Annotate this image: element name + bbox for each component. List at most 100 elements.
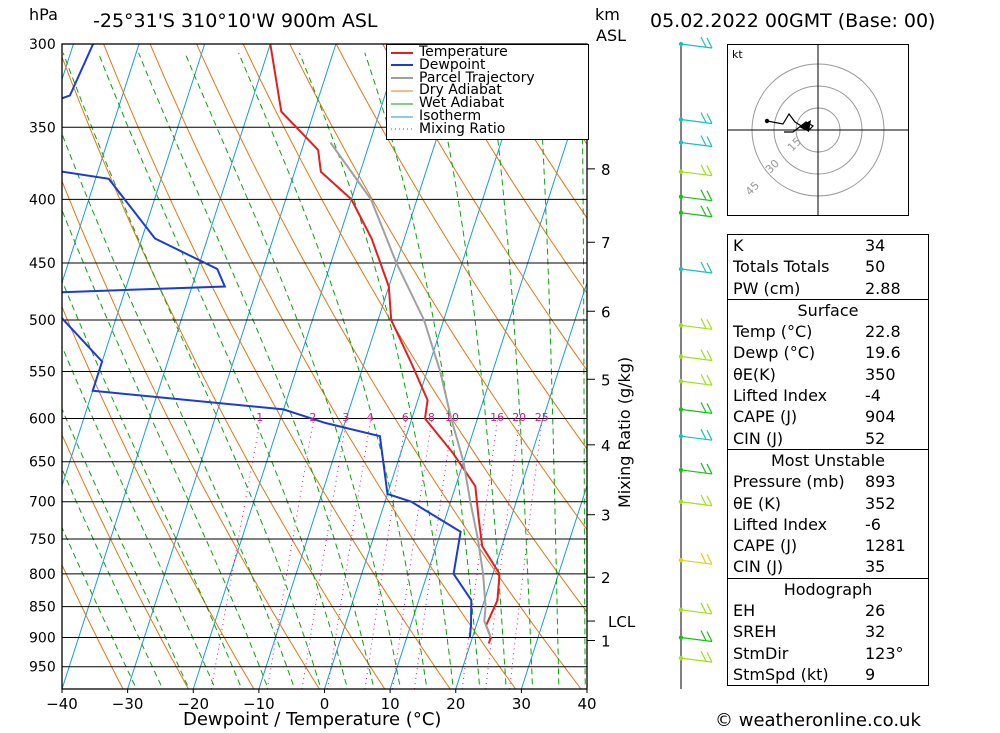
parcel-trajectory-line: [329, 141, 492, 638]
wind-barb-feather: [706, 374, 713, 386]
wind-barb-dot: [678, 499, 684, 504]
pressure-tick-label: 800: [29, 567, 56, 583]
wind-barb-shaft: [680, 435, 713, 441]
dewpoint-line: [62, 44, 473, 638]
dry-adiabat-line: [103, 44, 451, 689]
mixing-ratio-label: 25: [535, 411, 549, 424]
dry-adiabat-line: [62, 179, 320, 689]
legend-swatch: [391, 103, 413, 105]
wet-adiabat-line: [62, 407, 190, 689]
wind-barb-dot: [678, 433, 684, 439]
wind-barb-feather: [700, 552, 707, 564]
wind-barb: [678, 164, 713, 177]
isotherm-line: [258, 44, 468, 689]
wind-barb-feather: [706, 319, 713, 330]
surface-label: CAPE (J): [733, 407, 798, 427]
wind-barb-feather: [700, 494, 707, 506]
wind-barb-dot: [678, 210, 684, 215]
mixing-ratio-line: [509, 418, 543, 689]
wind-barb-dot: [678, 323, 684, 328]
km-tick-label: 3: [601, 507, 611, 525]
legend-label: Dry Adiabat: [419, 82, 502, 99]
wet-adiabat-line: [581, 52, 586, 689]
wind-barb: [678, 494, 713, 507]
wind-barb-feather: [700, 164, 707, 175]
mu-label: θE (K): [733, 493, 781, 513]
legend-swatch: [391, 64, 413, 67]
wind-barb-feather: [700, 402, 707, 413]
mixing-ratio-label: 1: [256, 411, 263, 424]
wet-adiabat-line: [364, 52, 481, 689]
mu-value: 1281: [865, 536, 906, 556]
km-tick-label: 7: [601, 234, 611, 252]
dry-adiabat-line: [62, 55, 386, 689]
surface-title: Surface: [797, 300, 859, 320]
wind-barb-dot: [678, 266, 684, 272]
km-tick-label: 8: [601, 161, 611, 179]
pressure-tick-label: 850: [29, 600, 56, 616]
mixing-ratio-label: 10: [445, 411, 459, 424]
lcl-label: LCL: [608, 613, 636, 631]
wind-barb-feather: [700, 205, 707, 217]
wind-barb: [678, 261, 713, 274]
wind-barb-shaft: [680, 501, 713, 507]
plot-frame: [61, 43, 588, 690]
mu-label: CAPE (J): [733, 536, 798, 556]
index-label: PW (cm): [733, 278, 801, 298]
index-value: 50: [865, 257, 886, 277]
mixing-ratio-label: 6: [402, 411, 409, 424]
wet-adiabat-line: [62, 468, 164, 689]
wind-barb-shaft: [680, 355, 713, 362]
wind-barb-feather: [706, 350, 713, 361]
pressure-tick-label: 600: [29, 411, 56, 427]
wet-adiabat-line: [184, 52, 402, 689]
index-label: K: [733, 236, 744, 255]
mixing-ratio-label: 4: [367, 411, 374, 424]
pressure-tick-label: 500: [29, 313, 56, 329]
indices-table: K 34 Totals Totals 50 PW (cm) 2.88 Surface …: [727, 234, 929, 687]
index-value: 2.88: [865, 278, 901, 298]
wind-barb: [678, 650, 713, 663]
wind-barb-feather: [700, 462, 707, 474]
temperature-line: [269, 44, 501, 644]
wind-barb-feather: [706, 463, 713, 475]
wet-adiabat-line: [62, 208, 269, 689]
mixing-ratio-label: 2: [309, 411, 316, 424]
km-tick-label: 6: [601, 303, 611, 321]
pressure-tick-label: 300: [29, 37, 56, 53]
x-tick-label: −20: [177, 695, 209, 713]
legend-label: Wet Adiabat: [419, 95, 505, 112]
location-title: -25°31'S 310°10'W 900m ASL: [93, 10, 378, 32]
wet-adiabat-line: [62, 132, 296, 689]
wind-barb-dot: [678, 558, 684, 563]
wind-barb-feather: [706, 495, 713, 507]
copyright-text[interactable]: © weatheronline.co.uk: [715, 710, 921, 731]
mu-value: 893: [865, 472, 896, 492]
km-tick-label: 5: [601, 371, 611, 389]
x-tick-label: 10: [381, 695, 400, 713]
isotherm-line: [62, 44, 271, 689]
wind-barb-feather: [706, 651, 713, 663]
mixing-ratio-label: 20: [512, 411, 526, 424]
index-value: 34: [865, 236, 886, 255]
isotherm-line: [192, 44, 403, 689]
wet-adiabat-line: [62, 52, 322, 689]
wind-barb-feather: [700, 261, 707, 273]
hodo-value: 123°: [865, 643, 904, 663]
storm-motion-marker: [799, 120, 811, 132]
wind-barb: [678, 318, 713, 330]
surface-label: Lifted Index: [733, 386, 828, 406]
mu-label: CIN (J): [733, 557, 784, 577]
wind-barb: [678, 135, 713, 148]
mu-label: Lifted Index: [733, 514, 828, 534]
hodograph-unit: kt: [732, 48, 743, 61]
wind-barb: [678, 462, 713, 475]
mixing-ratio-line: [266, 418, 315, 689]
surface-value: 52: [865, 428, 886, 448]
legend-item: Wet Adiabat: [391, 95, 505, 112]
wind-barb-feather: [700, 135, 707, 146]
dry-adiabat-line: [289, 44, 587, 531]
mixing-ratio-label: 8: [428, 411, 435, 424]
wind-barb-feather: [700, 650, 707, 662]
hodo-label: EH: [733, 601, 756, 621]
